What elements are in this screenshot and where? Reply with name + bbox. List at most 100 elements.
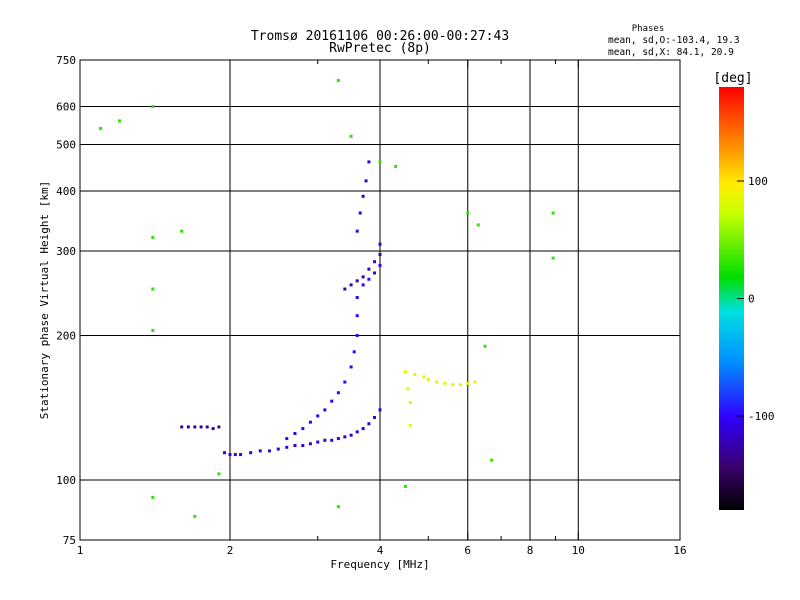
data-point — [293, 432, 297, 436]
data-point — [301, 444, 305, 448]
x-axis-ticks: 1 2 4 6 8 10 16 — [77, 60, 687, 557]
data-point — [336, 505, 340, 509]
data-point — [239, 453, 243, 457]
x-axis-label: Frequency [MHz] — [330, 558, 429, 571]
data-point — [316, 414, 320, 418]
data-point — [367, 277, 371, 281]
data-point — [367, 422, 371, 426]
data-point — [258, 449, 262, 453]
y-tick-label: 500 — [56, 139, 76, 152]
x-tick-label: 6 — [464, 544, 471, 557]
data-point — [355, 314, 359, 318]
data-point — [151, 105, 155, 109]
data-point — [443, 381, 447, 385]
y-tick-label: 400 — [56, 185, 76, 198]
data-point — [267, 449, 271, 453]
data-point — [466, 211, 470, 215]
data-point — [413, 372, 417, 376]
x-tick-label: 4 — [377, 544, 384, 557]
data-point — [349, 134, 353, 138]
data-point — [408, 401, 412, 405]
y-tick-label: 100 — [56, 474, 76, 487]
data-point — [186, 425, 190, 429]
data-point — [355, 279, 359, 283]
data-point — [361, 194, 365, 198]
y-tick-label: 200 — [56, 330, 76, 343]
chart-title-line2: RwPretec (8p) — [329, 41, 431, 56]
data-point — [343, 287, 347, 291]
data-point — [217, 472, 221, 476]
data-point — [403, 370, 407, 374]
data-point — [451, 383, 455, 387]
data-point — [285, 437, 289, 441]
data-point — [403, 484, 407, 488]
x-tick-label: 2 — [227, 544, 234, 557]
colorbar-tick-label: 0 — [748, 293, 755, 306]
data-point — [406, 387, 410, 391]
x-tick-label: 16 — [673, 544, 686, 557]
data-point — [276, 447, 280, 451]
data-point — [373, 415, 377, 419]
colorbar-tick-label: -100 — [748, 410, 775, 423]
data-point — [336, 78, 340, 82]
data-points — [99, 78, 555, 518]
data-point — [349, 433, 353, 437]
x-tick-label: 8 — [527, 544, 534, 557]
data-point — [490, 458, 494, 462]
colorbar-tick-label: 100 — [748, 175, 768, 188]
data-point — [355, 296, 359, 300]
stats-o-mode: mean, sd,O:-103.4, 19.3 — [608, 35, 740, 46]
data-point — [323, 438, 327, 442]
data-point — [361, 427, 365, 431]
data-point — [199, 425, 203, 429]
data-point — [358, 211, 362, 215]
data-point — [151, 287, 155, 291]
data-point — [367, 267, 371, 271]
x-tick-label: 1 — [77, 544, 84, 557]
data-point — [151, 328, 155, 332]
data-point — [378, 160, 382, 164]
data-point — [249, 451, 253, 455]
data-point — [336, 437, 340, 441]
data-point — [308, 420, 312, 424]
data-point — [193, 425, 197, 429]
stats-heading: Phases — [632, 24, 665, 34]
colorbar-ticks: 100 0 -100 — [737, 175, 775, 423]
data-point — [476, 223, 480, 227]
data-point — [551, 256, 555, 260]
data-point — [367, 160, 371, 164]
data-point — [217, 425, 221, 429]
data-point — [355, 229, 359, 233]
data-point — [343, 380, 347, 384]
data-point — [349, 283, 353, 287]
data-point — [483, 344, 487, 348]
colorbar-label: [deg] — [713, 71, 752, 86]
data-point — [394, 164, 398, 168]
y-tick-label: 75 — [63, 534, 76, 547]
data-point — [364, 179, 368, 183]
data-point — [355, 334, 359, 338]
data-point — [422, 375, 426, 379]
data-point — [473, 380, 477, 384]
data-point — [99, 126, 103, 130]
data-point — [211, 427, 215, 431]
y-tick-label: 300 — [56, 245, 76, 258]
data-point — [361, 283, 365, 287]
data-point — [343, 435, 347, 439]
y-tick-label: 750 — [56, 54, 76, 67]
data-point — [352, 350, 356, 354]
data-point — [117, 119, 121, 123]
data-point — [308, 442, 312, 446]
data-point — [205, 425, 209, 429]
data-point — [435, 380, 439, 384]
data-point — [151, 495, 155, 499]
data-point — [355, 430, 359, 434]
data-point — [223, 451, 227, 455]
y-axis-label: Stationary phase Virtual Height [km] — [38, 181, 51, 419]
data-point — [408, 423, 412, 427]
data-point — [378, 408, 382, 412]
data-point — [426, 377, 430, 381]
data-point — [301, 427, 305, 431]
data-point — [285, 445, 289, 449]
